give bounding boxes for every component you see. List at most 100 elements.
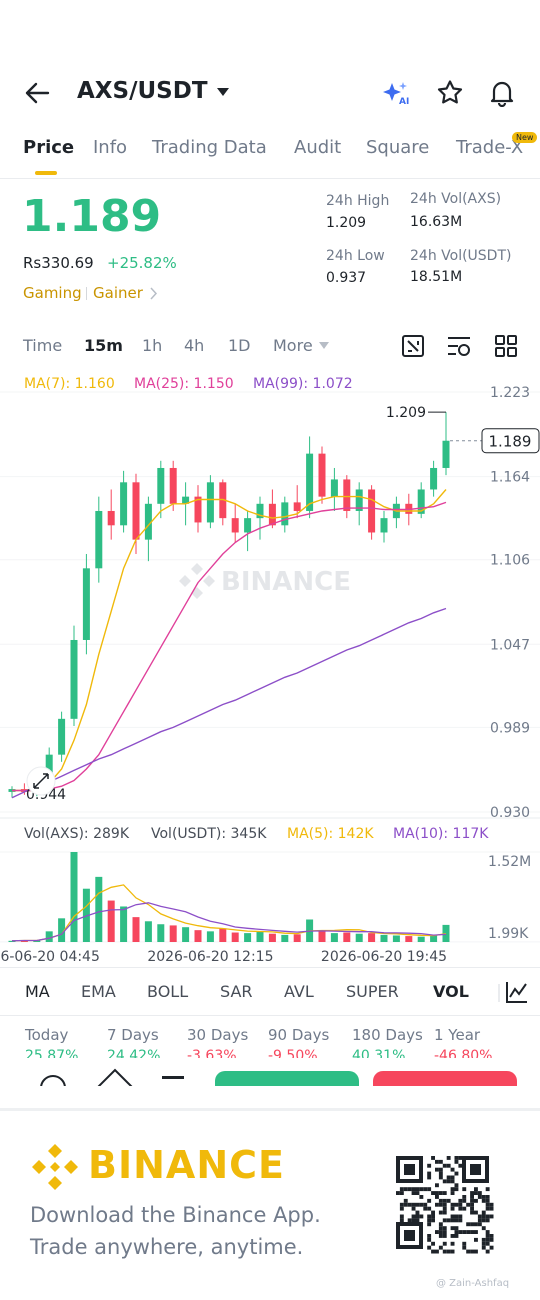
qr-module (415, 1191, 420, 1195)
qr-module (442, 1206, 447, 1211)
indicator-tab[interactable]: EMA (81, 982, 116, 1001)
indicator-icon[interactable] (446, 334, 472, 358)
tab[interactable]: Square (366, 137, 430, 158)
qr-module (427, 1237, 432, 1242)
qr-module (458, 1218, 463, 1223)
action-icon[interactable] (162, 1076, 184, 1079)
qr-module (474, 1222, 478, 1227)
qr-module (481, 1198, 486, 1203)
qr-module (415, 1214, 420, 1219)
pair-title[interactable]: AXS/USDT (77, 78, 208, 104)
action-icon[interactable] (96, 1068, 134, 1086)
qr-module (489, 1206, 494, 1211)
qr-module (431, 1191, 435, 1195)
tab[interactable]: Price (23, 137, 75, 158)
qr-module (438, 1210, 443, 1215)
qr-module (489, 1214, 494, 1219)
qr-module (407, 1202, 412, 1207)
volume-bar (95, 876, 103, 942)
candle-body (355, 489, 363, 511)
performance-change: -3.63% (187, 1048, 237, 1058)
qr-module (450, 1187, 455, 1192)
tab[interactable]: Audit (294, 137, 342, 158)
indicator-tab[interactable]: VOL (433, 982, 469, 1001)
tab[interactable]: Info (93, 137, 128, 158)
qr-module (442, 1234, 447, 1238)
volume-bar (8, 940, 16, 942)
volume-bar (417, 936, 425, 942)
qr-module (446, 1179, 451, 1184)
qr-module (458, 1206, 463, 1211)
qr-module (431, 1241, 435, 1246)
qr-module (442, 1226, 447, 1231)
qr-module (462, 1198, 467, 1203)
qr-module (415, 1210, 420, 1215)
volume-bar (144, 921, 152, 942)
sell-button[interactable] (373, 1071, 517, 1086)
interval[interactable]: 4h (184, 336, 205, 355)
qr-module (419, 1195, 424, 1199)
indicator-tab[interactable]: BOLL (147, 982, 189, 1001)
interval[interactable]: 1D (228, 336, 251, 355)
qr-module (438, 1226, 443, 1231)
legend-entry: MA(7): 1.160 (24, 376, 115, 392)
qr-module (454, 1171, 459, 1176)
qr-module (399, 1206, 404, 1211)
tab-indicator (35, 171, 57, 175)
qr-module (462, 1187, 467, 1192)
indicator-tab[interactable]: MA (25, 982, 50, 1001)
qr-module (450, 1175, 455, 1180)
indicator-tab[interactable]: SAR (220, 982, 253, 1001)
buy-button[interactable] (215, 1071, 359, 1086)
interval[interactable]: 1h (142, 336, 163, 355)
qr-module (489, 1237, 494, 1242)
interval[interactable]: More (273, 336, 313, 355)
candle-body (132, 482, 140, 540)
qr-module (450, 1191, 455, 1195)
indicator-tab[interactable]: AVL (284, 982, 314, 1001)
interval[interactable]: Time (23, 336, 63, 355)
volume-bar (330, 933, 338, 942)
volume-bar (157, 924, 165, 942)
qr-module (435, 1167, 439, 1172)
qr-module (427, 1163, 432, 1168)
tab[interactable]: Trading Data (152, 137, 267, 158)
back-button[interactable] (24, 81, 50, 105)
qr-module (403, 1202, 408, 1207)
tab[interactable]: Trade-X (456, 137, 524, 158)
performance-change: -9.50% (268, 1048, 318, 1058)
candle-body (70, 639, 78, 719)
candle-body (306, 453, 314, 511)
qr-module (442, 1163, 447, 1168)
qr-module (438, 1230, 443, 1234)
qr-module (399, 1202, 404, 1207)
chart-settings-icon[interactable] (401, 334, 425, 358)
qr-module (438, 1167, 443, 1172)
tag[interactable]: Gainer (93, 284, 143, 302)
pair-dropdown[interactable] (216, 87, 230, 97)
favorite-icon[interactable] (436, 79, 464, 107)
qr-module (458, 1214, 463, 1219)
qr-module (415, 1202, 420, 1207)
tag[interactable]: Gaming (23, 284, 82, 302)
qr-module (470, 1210, 474, 1215)
qr-module (458, 1230, 463, 1234)
volume-bar (219, 928, 227, 942)
qr-module (403, 1198, 408, 1203)
indicator-tab[interactable]: SUPER (346, 982, 399, 1001)
last-price-label: 1.189 (489, 433, 532, 451)
qr-module (407, 1218, 412, 1223)
ai-icon[interactable]: AI (382, 80, 412, 108)
qr-module (431, 1156, 435, 1160)
indicator-settings-icon[interactable] (505, 980, 529, 1004)
qr-module (399, 1218, 404, 1223)
volume-bar (120, 906, 128, 942)
interval[interactable]: 15m (84, 336, 123, 355)
candle-body (244, 518, 252, 533)
candle-body (144, 503, 152, 540)
notification-icon[interactable] (488, 79, 516, 107)
action-icon[interactable] (40, 1075, 66, 1086)
qr-module (474, 1249, 478, 1254)
layout-icon[interactable] (494, 334, 518, 358)
qr-module (399, 1191, 404, 1195)
